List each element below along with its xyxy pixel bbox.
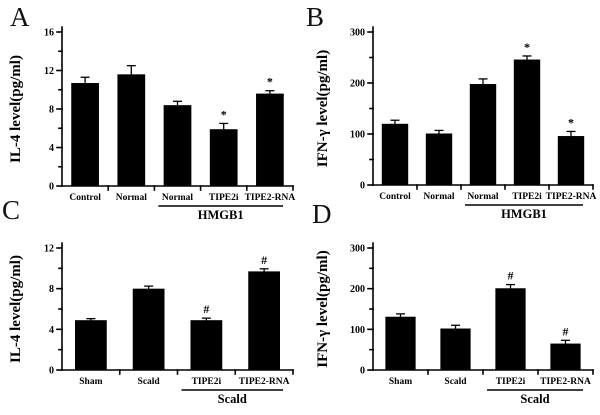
svg-text:TIPE2i: TIPE2i [512, 192, 542, 202]
svg-text:100: 100 [350, 130, 365, 141]
svg-text:8: 8 [49, 284, 54, 295]
svg-text:TIPE2i: TIPE2i [192, 377, 222, 387]
svg-text:IL-4 level(pg/ml): IL-4 level(pg/ml) [8, 255, 24, 363]
svg-text:4: 4 [49, 325, 54, 336]
svg-text:0: 0 [360, 366, 365, 377]
svg-text:TIPE2-RNA: TIPE2-RNA [245, 193, 296, 203]
svg-text:100: 100 [350, 325, 365, 336]
svg-text:Sham: Sham [389, 377, 412, 387]
svg-text:TIPE2i: TIPE2i [209, 193, 239, 203]
svg-text:Normal: Normal [116, 193, 147, 203]
svg-text:#: # [563, 324, 569, 338]
svg-text:HMGB1: HMGB1 [501, 207, 547, 221]
svg-text:4: 4 [49, 143, 54, 154]
svg-text:#: # [261, 253, 267, 267]
bar-chart-il4-hmgb1: 0 4 8 12 16 Control Normal Normal * TIPE2i * TIPE2-… [8, 26, 296, 222]
svg-text:Control: Control [69, 193, 101, 203]
svg-text:TIPE2-RNA: TIPE2-RNA [239, 377, 290, 387]
svg-text:16: 16 [44, 28, 54, 39]
svg-text:300: 300 [350, 244, 365, 255]
svg-text:IFN-γ level(pg/ml): IFN-γ level(pg/ml) [315, 50, 331, 167]
svg-text:8: 8 [49, 105, 54, 116]
svg-text:#: # [203, 302, 209, 316]
bar-chart-ifng-hmgb1: 0 100 200 300 Control Normal Normal * TIPE2i * TIP… [315, 26, 597, 221]
svg-text:0: 0 [49, 366, 54, 377]
bar-chart-il4-scald: 0 4 8 12 Sham Scald # TIPE2i # TIPE2-RNA Scald IL-4… [8, 242, 294, 406]
svg-text:IFN-γ level(pg/ml): IFN-γ level(pg/ml) [315, 250, 331, 367]
panel-c: C 0 4 8 12 Sham Scald # TIPE2i # TIPE2-RNA Scald IL… [0, 197, 300, 415]
svg-text:12: 12 [44, 66, 54, 77]
panel-letter-b: B [306, 2, 325, 32]
svg-text:#: # [508, 269, 514, 283]
svg-text:*: * [568, 115, 574, 129]
svg-text:Scald: Scald [520, 392, 549, 406]
svg-text:*: * [524, 40, 530, 54]
svg-text:0: 0 [49, 182, 54, 193]
svg-text:Normal: Normal [467, 192, 498, 202]
svg-text:Sham: Sham [79, 377, 102, 387]
svg-text:IL-4 level(pg/ml): IL-4 level(pg/ml) [8, 55, 24, 163]
svg-text:Control: Control [379, 192, 411, 202]
svg-text:TIPE2-RNA: TIPE2-RNA [540, 377, 591, 387]
svg-text:TIPE2-RNA: TIPE2-RNA [546, 192, 597, 202]
svg-text:Scald: Scald [218, 392, 247, 406]
svg-text:0: 0 [360, 181, 365, 192]
svg-text:Scald: Scald [444, 377, 467, 387]
svg-text:Normal: Normal [162, 193, 193, 203]
svg-text:200: 200 [350, 79, 365, 90]
panel-b: B 0 100 200 300 Control Normal Normal * TIPE2i * T… [300, 0, 600, 230]
svg-text:TIPE2i: TIPE2i [496, 377, 526, 387]
svg-text:*: * [221, 107, 227, 121]
panel-letter-c: C [2, 195, 21, 225]
panel-a: A 0 4 8 12 16 Control Normal Normal * TIPE2i * TIPE… [0, 0, 300, 230]
panel-letter-d: D [312, 199, 332, 229]
bar-chart-ifng-scald: 0 100 200 300 Sham Scald # TIPE2i # TIPE2-RNA Scal… [315, 242, 594, 406]
svg-text:Scald: Scald [138, 377, 161, 387]
svg-text:*: * [267, 75, 273, 89]
panel-letter-a: A [10, 2, 30, 32]
svg-text:300: 300 [350, 28, 365, 39]
panel-d: D 0 100 200 300 Sham Scald # TIPE2i # TIPE2-RNA Sc… [300, 199, 600, 415]
svg-text:HMGB1: HMGB1 [198, 208, 244, 222]
svg-text:12: 12 [44, 244, 54, 255]
svg-text:200: 200 [350, 284, 365, 295]
svg-text:Normal: Normal [423, 192, 454, 202]
